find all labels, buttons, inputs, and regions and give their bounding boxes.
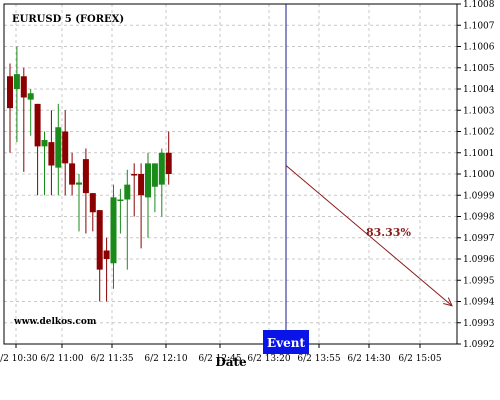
y-tick-label: 1.1008 <box>463 0 495 10</box>
forecast-percent-label: 83.33% <box>366 226 411 239</box>
candles <box>7 46 172 302</box>
candle-body <box>34 103 41 147</box>
candle <box>117 188 124 234</box>
y-tick-label: 1.1003 <box>463 106 495 116</box>
candle-body <box>110 197 117 264</box>
y-tick-label: 1.1004 <box>463 85 495 95</box>
x-tick-label: 6/2 13:20 <box>247 354 291 364</box>
y-tick-label: 1.1005 <box>463 64 495 74</box>
candle <box>69 152 76 196</box>
x-tick-label: 6/2 13:55 <box>297 354 341 364</box>
y-tick-label: 1.0999 <box>463 191 495 201</box>
y-tick-label: 1.0996 <box>463 255 495 265</box>
event-box <box>263 330 309 354</box>
candle-body <box>145 163 151 198</box>
x-tick-label: 6/2 14:30 <box>347 354 391 364</box>
y-tick-label: 1.1002 <box>463 128 495 138</box>
x-tick-label: 6/2 12:45 <box>198 354 242 364</box>
y-tick-label: 1.1007 <box>463 21 495 31</box>
candle <box>138 163 145 249</box>
y-tick-label: 1.1006 <box>463 43 495 53</box>
candle-body <box>55 127 62 168</box>
watermark: www.delkos.com <box>13 317 97 327</box>
candle-body <box>117 199 124 201</box>
candle-body <box>82 159 89 194</box>
candle <box>55 103 62 196</box>
candle-body <box>20 76 27 98</box>
candle-body <box>138 174 145 196</box>
candle-body <box>27 93 34 100</box>
candle <box>48 110 55 196</box>
candle-body <box>41 140 48 147</box>
event-layer: Event 83.33% <box>263 4 453 354</box>
y-tick-label: 1.0998 <box>463 213 495 223</box>
candle-body <box>165 152 172 174</box>
candle-body <box>96 210 103 270</box>
x-axis: 6/2 10:306/2 11:00 6/2 11:35 6/2 12:10 6/2 … <box>0 344 442 364</box>
candle <box>103 237 110 302</box>
candle-body <box>131 174 138 176</box>
candle-body <box>69 163 76 185</box>
candle <box>124 169 131 270</box>
x-tick-label: 6/2 11:35 <box>90 354 134 364</box>
candle <box>158 148 165 217</box>
candle-body <box>48 142 55 166</box>
candle-body <box>124 184 131 200</box>
y-tick-label: 1.0995 <box>463 276 495 286</box>
chart-grid <box>4 3 457 345</box>
candle <box>62 110 69 196</box>
x-tick-label: 6/2 12:10 <box>144 354 188 364</box>
candle-body <box>62 131 69 164</box>
chart-title: EURUSD 5 (FOREX) <box>12 14 124 25</box>
y-tick-label: 1.0994 <box>463 298 495 308</box>
y-tick-label: 1.0997 <box>463 234 495 244</box>
candle-body <box>151 163 158 187</box>
candle <box>110 184 117 289</box>
x-tick-label: 6/2 15:05 <box>398 354 442 364</box>
candle-body <box>89 193 96 213</box>
candle <box>76 174 82 232</box>
y-tick-label: 1.0993 <box>463 319 495 329</box>
candle <box>13 46 20 143</box>
candle <box>34 103 41 196</box>
candle-body <box>158 152 165 185</box>
y-tick-label: 1.1001 <box>463 149 495 159</box>
candle <box>20 67 27 172</box>
forecast-arrow-head <box>443 297 453 307</box>
candle <box>131 163 138 217</box>
y-tick-label: 1.1000 <box>463 170 495 180</box>
candle <box>96 210 103 302</box>
candle-body <box>103 250 110 259</box>
x-axis-label: Date <box>215 355 247 369</box>
candle-body <box>13 74 20 89</box>
forecast-arrow-line <box>285 165 453 307</box>
candle <box>41 131 48 196</box>
candle <box>82 148 89 234</box>
candle <box>7 63 13 153</box>
candle-body <box>76 182 82 185</box>
candle <box>89 193 96 232</box>
x-tick-label: 6/2 10:30 <box>0 354 38 364</box>
x-tick-label: 6/2 11:00 <box>40 354 84 364</box>
candle <box>165 131 172 185</box>
y-tick-label: 1.0992 <box>463 340 495 350</box>
event-label: Event <box>267 336 305 350</box>
candle <box>27 89 34 136</box>
candle <box>145 152 151 238</box>
y-axis: 1.1008 1.1007 1.1006 1.1005 1.1004 1.1003 1.10… <box>457 0 495 350</box>
candle <box>151 163 158 213</box>
candle-body <box>7 76 13 109</box>
